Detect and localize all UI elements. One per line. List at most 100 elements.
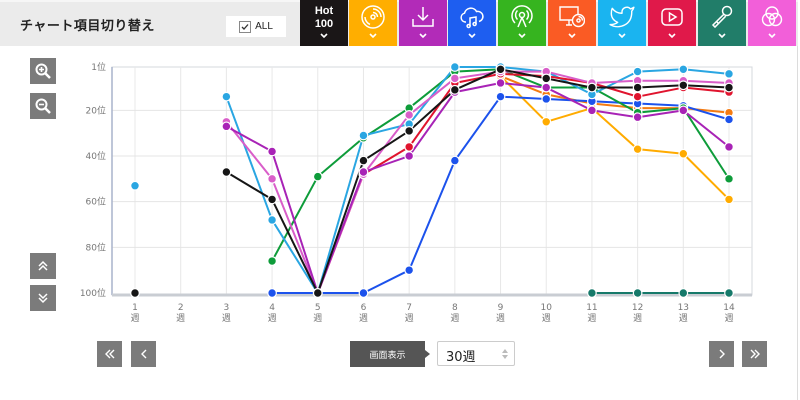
data-point-cd-disc[interactable] bbox=[541, 116, 552, 127]
series-line-radio bbox=[590, 86, 639, 114]
data-point-hot100[interactable] bbox=[358, 155, 369, 166]
data-point-circles[interactable] bbox=[404, 110, 415, 120]
data-point-hot100[interactable] bbox=[449, 84, 460, 95]
download-icon bbox=[412, 7, 434, 27]
data-point-cd-disc[interactable] bbox=[632, 144, 643, 155]
x-tick-unit: 週 bbox=[542, 313, 551, 324]
data-point-radio[interactable] bbox=[724, 173, 734, 184]
data-point-cloud-music[interactable] bbox=[267, 288, 277, 298]
zoom-in-button[interactable] bbox=[30, 58, 56, 84]
category-button-radio[interactable] bbox=[498, 0, 546, 46]
data-point-download[interactable] bbox=[495, 78, 506, 88]
first-page-button[interactable] bbox=[97, 341, 122, 367]
checkbox-icon[interactable] bbox=[239, 20, 252, 33]
series-line-download bbox=[636, 109, 685, 119]
data-point-hot100[interactable] bbox=[312, 288, 323, 298]
data-point-hot100[interactable] bbox=[541, 73, 552, 84]
data-point-twitter[interactable] bbox=[221, 91, 232, 102]
data-point-cloud-music[interactable] bbox=[358, 288, 369, 298]
data-point-twitter[interactable] bbox=[130, 180, 140, 191]
data-point-twitter[interactable] bbox=[632, 66, 643, 77]
last-page-button[interactable] bbox=[742, 341, 767, 367]
data-point-download[interactable] bbox=[724, 141, 734, 152]
series-line-cloud-music bbox=[453, 95, 502, 162]
data-point-download[interactable] bbox=[678, 105, 689, 116]
data-point-cd-disc[interactable] bbox=[678, 148, 689, 159]
data-point-hot100[interactable] bbox=[130, 288, 140, 298]
data-point-hot100[interactable] bbox=[632, 82, 643, 93]
data-point-hot100[interactable] bbox=[724, 82, 734, 93]
data-point-video-play[interactable] bbox=[632, 91, 643, 102]
video-play-icon bbox=[661, 8, 683, 26]
category-button-video-play[interactable] bbox=[648, 0, 696, 46]
series-line-twitter bbox=[271, 218, 319, 294]
x-tick-unit: 週 bbox=[496, 313, 505, 324]
series-line-cd-disc bbox=[545, 107, 593, 123]
data-point-download[interactable] bbox=[358, 167, 369, 177]
data-point-twitter[interactable] bbox=[678, 64, 689, 75]
data-point-cloud-music[interactable] bbox=[404, 265, 415, 276]
all-label: ALL bbox=[255, 21, 273, 32]
all-checkbox[interactable]: ALL bbox=[226, 16, 286, 37]
data-point-radio[interactable] bbox=[267, 256, 277, 266]
data-point-cloud-music[interactable] bbox=[541, 94, 552, 104]
data-point-radio[interactable] bbox=[312, 171, 323, 182]
series-line-download bbox=[225, 125, 274, 153]
data-point-hot100[interactable] bbox=[404, 126, 415, 136]
category-button-circles[interactable] bbox=[748, 0, 796, 46]
data-point-cloud-music[interactable] bbox=[449, 155, 460, 166]
prev-page-button[interactable] bbox=[131, 341, 156, 367]
category-button-microphone[interactable] bbox=[698, 0, 746, 46]
data-point-hot100[interactable] bbox=[495, 64, 506, 75]
data-point-download[interactable] bbox=[404, 151, 415, 161]
data-point-microphone[interactable] bbox=[724, 288, 734, 298]
data-point-circles[interactable] bbox=[449, 73, 460, 84]
page-title: チャート項目切り替え bbox=[20, 19, 155, 34]
hot100-label-line2: 100 bbox=[314, 18, 334, 30]
data-point-download[interactable] bbox=[221, 121, 232, 132]
data-point-download[interactable] bbox=[587, 105, 597, 116]
category-button-twitter[interactable] bbox=[598, 0, 646, 46]
category-button-cd-disc[interactable] bbox=[349, 0, 397, 46]
data-point-video-play[interactable] bbox=[404, 141, 415, 152]
chevron-down-icon bbox=[768, 33, 776, 39]
data-point-circles[interactable] bbox=[267, 173, 277, 184]
series-line-circles bbox=[590, 79, 639, 84]
scroll-up-button[interactable] bbox=[30, 253, 56, 279]
data-point-hot100[interactable] bbox=[587, 82, 597, 93]
data-point-cloud-music[interactable] bbox=[724, 114, 734, 125]
x-tick-unit: 週 bbox=[724, 313, 733, 324]
data-point-twitter[interactable] bbox=[267, 215, 277, 225]
data-point-hot100[interactable] bbox=[678, 80, 689, 91]
weeks-range-select[interactable]: 30週 bbox=[437, 341, 515, 366]
data-point-hot100[interactable] bbox=[221, 167, 232, 177]
series-line-twitter bbox=[682, 68, 730, 75]
category-button-pc-disc[interactable] bbox=[548, 0, 596, 46]
next-page-button[interactable] bbox=[709, 341, 734, 367]
data-point-twitter[interactable] bbox=[449, 62, 460, 72]
x-tick-unit: 週 bbox=[587, 313, 596, 324]
scroll-down-button[interactable] bbox=[30, 285, 56, 311]
data-point-download[interactable] bbox=[541, 82, 552, 93]
data-point-download[interactable] bbox=[267, 146, 277, 157]
series-line-cloud-music bbox=[590, 100, 639, 105]
data-point-download[interactable] bbox=[632, 112, 643, 123]
category-button-hot100[interactable]: Hot 100 bbox=[300, 0, 348, 46]
chevron-down-icon bbox=[419, 33, 427, 39]
data-point-cloud-music[interactable] bbox=[495, 91, 506, 102]
three-circles-icon bbox=[761, 6, 783, 27]
zoom-out-button[interactable] bbox=[30, 93, 56, 119]
data-point-microphone[interactable] bbox=[632, 288, 643, 298]
category-button-download[interactable] bbox=[399, 0, 447, 46]
data-point-microphone[interactable] bbox=[678, 288, 689, 298]
data-point-hot100[interactable] bbox=[267, 194, 277, 205]
category-button-cloud-music[interactable] bbox=[448, 0, 496, 46]
data-point-twitter[interactable] bbox=[358, 130, 369, 141]
series-line-cd-disc bbox=[636, 148, 685, 155]
data-point-microphone[interactable] bbox=[587, 288, 597, 298]
series-line-cloud-music bbox=[362, 269, 411, 294]
data-point-twitter[interactable] bbox=[724, 68, 734, 79]
y-tick-label: 60位 bbox=[86, 196, 106, 208]
data-point-cd-disc[interactable] bbox=[724, 194, 734, 205]
series-line-download bbox=[590, 109, 639, 119]
